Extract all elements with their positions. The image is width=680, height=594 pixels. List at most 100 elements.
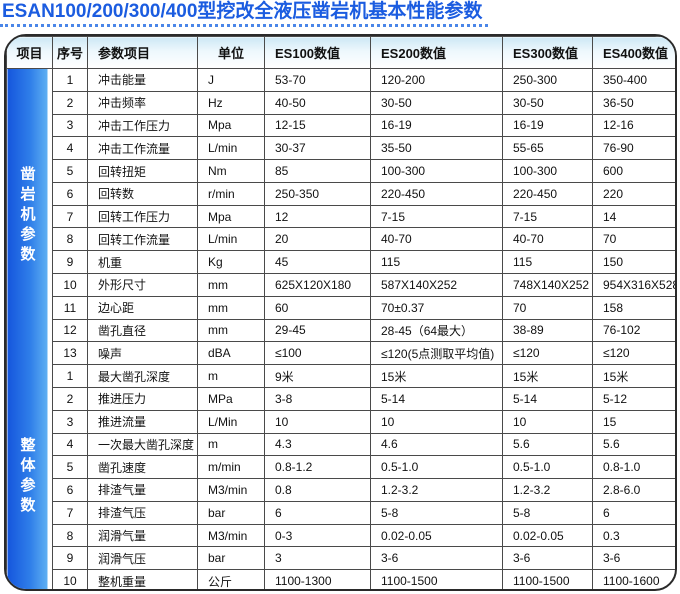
- param-name-cell: 回转扭矩: [87, 159, 198, 183]
- group-label-box: 整体参数: [8, 363, 52, 589]
- param-name-cell: 噪声: [87, 341, 198, 366]
- column-header-param-name: 参数项目: [87, 36, 198, 69]
- es200-value-cell: 4.6: [370, 432, 503, 457]
- row-number-cell: 6: [52, 478, 88, 502]
- es400-value-cell: ≤120: [592, 341, 675, 366]
- unit-cell: J: [197, 68, 265, 92]
- es200-value-cell: 220-450: [370, 181, 503, 206]
- es100-value-cell: 9米: [264, 364, 371, 388]
- es400-value-cell: 76-90: [592, 136, 675, 161]
- row-number-cell: 4: [52, 432, 88, 457]
- es100-value-cell: 0.8-1.2: [264, 455, 371, 480]
- param-name-cell: 排渣气压: [87, 500, 198, 525]
- unit-cell: MPa: [197, 386, 265, 411]
- row-number-cell: 1: [52, 68, 88, 92]
- es200-value-cell: 10: [370, 409, 503, 434]
- es400-value-cell: 6: [592, 500, 675, 525]
- row-number-cell: 5: [52, 455, 88, 480]
- es200-value-cell: 1100-1500: [370, 569, 503, 589]
- column-header-es300: ES300数值: [502, 36, 593, 69]
- es100-value-cell: 20: [264, 227, 371, 252]
- es400-value-cell: 12-16: [592, 113, 675, 138]
- unit-cell: m: [197, 432, 265, 457]
- column-header-es400: ES400数值: [592, 36, 675, 69]
- header-row: 项目 序号 参数项目 单位 ES100数值 ES200数值 ES300数值 ES400数值: [6, 36, 675, 69]
- es400-value-cell: 220: [592, 181, 675, 206]
- es300-value-cell: 70: [502, 295, 593, 320]
- param-name-cell: 机重: [87, 250, 198, 275]
- es200-value-cell: 28-45（64最大）: [370, 318, 503, 343]
- es300-value-cell: 748X140X252: [502, 273, 593, 297]
- row-number-cell: 9: [52, 546, 88, 571]
- dotted-divider: [0, 24, 488, 27]
- es100-value-cell: 1100-1300: [264, 569, 371, 589]
- row-number-cell: 3: [52, 409, 88, 434]
- spec-table: 项目 序号 参数项目 单位 ES100数值 ES200数值 ES300数值 ES400数值 凿…: [6, 36, 675, 589]
- unit-cell: mm: [197, 273, 265, 297]
- es100-value-cell: 625X120X180: [264, 273, 371, 297]
- es400-value-cell: 0.3: [592, 523, 675, 548]
- es100-value-cell: 85: [264, 159, 371, 183]
- es300-value-cell: 3-6: [502, 546, 593, 571]
- es200-value-cell: 70±0.37: [370, 295, 503, 320]
- es100-value-cell: 0.8: [264, 478, 371, 502]
- es300-value-cell: 5.6: [502, 432, 593, 457]
- table-row: 4 冲击工作流量 L/min 30-37 35-50 55-65 76-90: [7, 136, 675, 161]
- column-header-item: 项目: [6, 36, 53, 69]
- unit-cell: M3/min: [197, 523, 265, 548]
- column-header-es200: ES200数值: [370, 36, 503, 69]
- row-number-cell: 13: [52, 341, 88, 366]
- param-name-cell: 凿孔直径: [87, 318, 198, 343]
- es300-value-cell: 1.2-3.2: [502, 478, 593, 502]
- es300-value-cell: 40-70: [502, 227, 593, 252]
- table-row: 9 润滑气压 bar 3 3-6 3-6 3-6: [7, 546, 675, 571]
- param-name-cell: 最大凿孔深度: [87, 364, 198, 388]
- spec-table-container: 项目 序号 参数项目 单位 ES100数值 ES200数值 ES300数值 ES400数值 凿…: [4, 34, 677, 591]
- es400-value-cell: 3-6: [592, 546, 675, 571]
- table-header: 项目 序号 参数项目 单位 ES100数值 ES200数值 ES300数值 ES400数值: [6, 36, 675, 69]
- es400-value-cell: 600: [592, 159, 675, 183]
- table-row: 5 凿孔速度 m/min 0.8-1.2 0.5-1.0 0.5-1.0 0.8-1.0: [7, 455, 675, 480]
- table-row: 5 回转扭矩 Nm 85 100-300 100-300 600: [7, 159, 675, 183]
- es100-value-cell: 60: [264, 295, 371, 320]
- es300-value-cell: 15米: [502, 364, 593, 388]
- es100-value-cell: 4.3: [264, 432, 371, 457]
- table-row: 1 最大凿孔深度 m 9米 15米 15米 15米: [7, 364, 675, 388]
- row-number-cell: 10: [52, 569, 88, 589]
- param-name-cell: 外形尺寸: [87, 273, 198, 297]
- es300-value-cell: 7-15: [502, 204, 593, 229]
- param-name-cell: 回转工作流量: [87, 227, 198, 252]
- es200-value-cell: 3-6: [370, 546, 503, 571]
- table-row: 10 外形尺寸 mm 625X120X180 587X140X252 748X140X25…: [7, 273, 675, 297]
- es200-value-cell: 587X140X252: [370, 273, 503, 297]
- table-row: 10 整机重量 公斤 1100-1300 1100-1500 1100-1500 1100-…: [7, 569, 675, 589]
- es100-value-cell: 10: [264, 409, 371, 434]
- row-number-cell: 11: [52, 295, 88, 320]
- row-number-cell: 8: [52, 523, 88, 548]
- es300-value-cell: 30-50: [502, 90, 593, 115]
- es200-value-cell: 5-14: [370, 386, 503, 411]
- es200-value-cell: 16-19: [370, 113, 503, 138]
- row-number-cell: 8: [52, 227, 88, 252]
- table-row: 7 回转工作压力 Mpa 12 7-15 7-15 14: [7, 204, 675, 229]
- es400-value-cell: 36-50: [592, 90, 675, 115]
- es300-value-cell: 100-300: [502, 159, 593, 183]
- es100-value-cell: 45: [264, 250, 371, 275]
- es300-value-cell: 0.02-0.05: [502, 523, 593, 548]
- row-number-cell: 5: [52, 159, 88, 183]
- es300-value-cell: 5-14: [502, 386, 593, 411]
- es100-value-cell: 53-70: [264, 68, 371, 92]
- es100-value-cell: ≤100: [264, 341, 371, 366]
- param-name-cell: 回转工作压力: [87, 204, 198, 229]
- es400-value-cell: 350-400: [592, 68, 675, 92]
- es200-value-cell: 0.02-0.05: [370, 523, 503, 548]
- unit-cell: L/Min: [197, 409, 265, 434]
- table-row: 7 排渣气压 bar 6 5-8 5-8 6: [7, 500, 675, 525]
- es200-value-cell: 0.5-1.0: [370, 455, 503, 480]
- column-header-es100: ES100数值: [264, 36, 371, 69]
- table-row: 4 一次最大凿孔深度 m 4.3 4.6 5.6 5.6: [7, 432, 675, 457]
- row-group-label: 凿岩机参数: [18, 165, 36, 266]
- es200-value-cell: 30-50: [370, 90, 503, 115]
- row-number-cell: 12: [52, 318, 88, 343]
- param-name-cell: 冲击工作压力: [87, 113, 198, 138]
